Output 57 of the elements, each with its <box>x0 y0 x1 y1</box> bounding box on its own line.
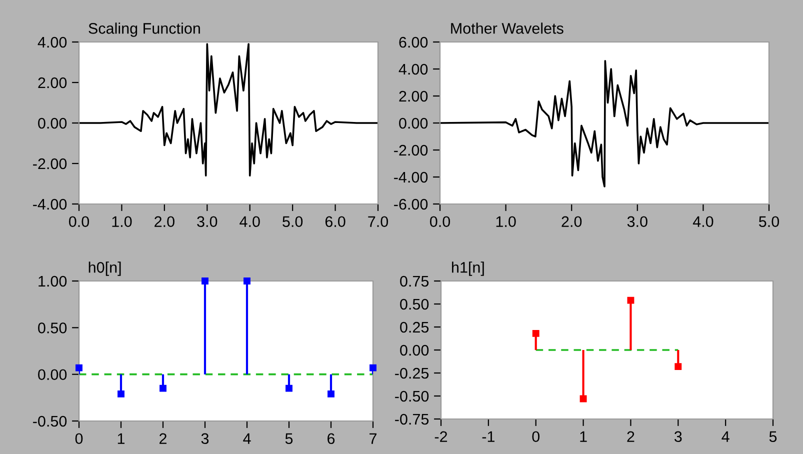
y-tick-label: 0.75 <box>400 276 429 287</box>
chart-title: h0[n] <box>88 262 121 276</box>
y-tick-label: 0.25 <box>400 322 429 333</box>
x-tick-label: 5 <box>285 433 293 444</box>
y-tick-label: 0.00 <box>38 118 67 129</box>
y-tick-label: -0.50 <box>395 390 429 402</box>
x-tick-label: 0.0 <box>68 216 90 228</box>
x-tick-label: 2 <box>627 431 634 442</box>
y-tick-label: 0.00 <box>400 344 429 356</box>
chart-title: h1[n] <box>452 262 484 276</box>
x-tick-label: 0.0 <box>430 216 450 228</box>
x-tick-label: -1 <box>482 431 494 442</box>
y-tick-label: -0.75 <box>395 414 429 425</box>
x-tick-label: 3 <box>201 433 209 444</box>
x-tick-label: 4 <box>722 431 730 442</box>
y-tick-label: 2.00 <box>399 90 428 102</box>
x-tick-label: 3 <box>674 431 682 442</box>
y-tick-label: 1.00 <box>38 276 67 287</box>
chart-title: Scaling Function <box>88 22 200 37</box>
x-tick-label: 1 <box>580 431 587 442</box>
y-tick-label: -4.00 <box>33 198 67 210</box>
x-tick-label: 7.0 <box>368 216 388 228</box>
x-tick-label: 3.0 <box>197 216 218 228</box>
x-tick-label: 2.0 <box>154 216 174 228</box>
x-tick-label: 4 <box>243 433 251 444</box>
y-tick-label: 0.00 <box>399 118 428 129</box>
x-tick-label: 5.0 <box>282 216 303 228</box>
x-tick-label: 6 <box>328 433 335 444</box>
y-tick-label: -6.00 <box>394 198 428 210</box>
y-tick-label: -2.00 <box>33 158 67 170</box>
chart-title: Mother Wavelets <box>451 22 564 34</box>
x-tick-label: 2 <box>160 433 166 444</box>
y-tick-label: 0.50 <box>38 322 67 334</box>
x-tick-label: 7 <box>370 433 376 444</box>
y-tick-label: 6.00 <box>399 36 428 48</box>
x-tick-label: 2.0 <box>562 216 582 228</box>
x-tick-label: 3.0 <box>627 216 648 228</box>
y-tick-label: -4.00 <box>394 172 428 183</box>
y-tick-label: -0.50 <box>33 416 67 427</box>
y-tick-label: -2.00 <box>394 144 428 156</box>
x-tick-label: 0 <box>75 433 83 444</box>
x-tick-label: 1.0 <box>112 216 132 228</box>
y-tick-label: 0.50 <box>400 298 429 310</box>
x-tick-label: 5 <box>769 431 777 442</box>
y-tick-label: 4.00 <box>38 36 67 48</box>
y-tick-label: -0.25 <box>395 368 429 379</box>
y-tick-label: 4.00 <box>398 64 428 75</box>
x-tick-label: 6.0 <box>325 216 346 228</box>
y-tick-label: 2.00 <box>38 77 67 88</box>
x-tick-label: 1 <box>118 433 125 444</box>
x-tick-label: 0 <box>532 431 540 442</box>
x-tick-label: 1.0 <box>496 216 516 228</box>
x-tick-label: 4.0 <box>240 216 260 228</box>
x-tick-label: 4.0 <box>692 216 714 228</box>
x-tick-label: 5.0 <box>758 216 780 228</box>
y-tick-label: 0.00 <box>38 369 67 380</box>
x-tick-label: -2 <box>434 431 448 442</box>
